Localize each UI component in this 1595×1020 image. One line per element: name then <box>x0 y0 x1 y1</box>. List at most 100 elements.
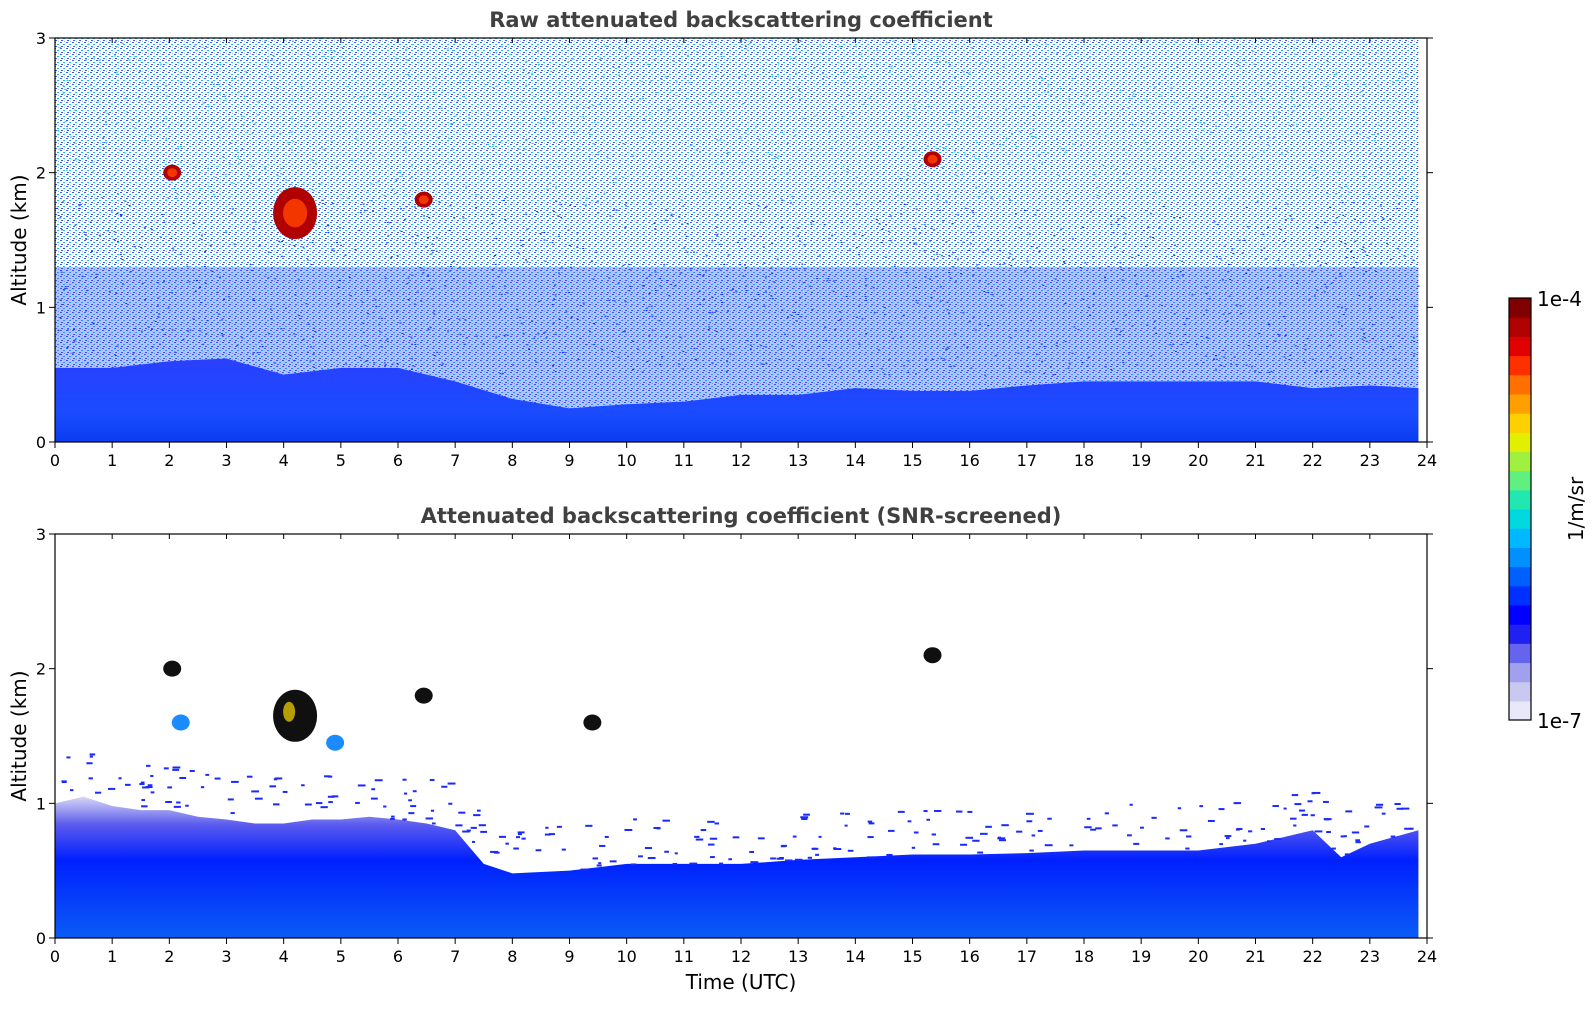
noise-speck <box>1389 345 1392 347</box>
noise-speck <box>278 240 281 242</box>
noise-speck <box>500 308 503 310</box>
noise-speck <box>1329 108 1332 110</box>
noise-speck <box>1119 266 1122 268</box>
noise-speck <box>1345 186 1348 188</box>
noise-speck <box>340 47 343 49</box>
noise-speck <box>760 363 763 365</box>
noise-speck <box>903 203 906 205</box>
noise-speck <box>1276 188 1279 190</box>
noise-speck <box>1120 269 1123 271</box>
noise-speck <box>1043 91 1046 93</box>
noise-speck <box>180 146 183 148</box>
noise-speck <box>414 344 417 346</box>
noise-speck <box>1272 116 1275 118</box>
noise-speck <box>204 250 207 252</box>
noise-speck <box>446 140 449 142</box>
speckle-point <box>165 800 172 803</box>
noise-speck <box>115 292 118 294</box>
noise-speck <box>856 177 859 179</box>
noise-speck <box>1202 129 1205 131</box>
noise-speck <box>1386 242 1389 244</box>
speckle-point <box>700 829 707 832</box>
speckle-point <box>674 852 678 855</box>
noise-speck <box>339 227 342 229</box>
noise-speck <box>591 176 594 178</box>
noise-speck <box>453 217 456 219</box>
colorbar-band <box>1509 643 1531 664</box>
colorbar-band <box>1509 470 1531 491</box>
noise-speck <box>89 84 92 86</box>
noise-speck <box>1109 215 1112 217</box>
speckle-point <box>371 797 378 800</box>
noise-speck <box>593 121 596 123</box>
noise-speck <box>1395 298 1398 300</box>
speckle-point <box>689 862 698 865</box>
cloud-core <box>283 198 308 228</box>
speckle-point <box>441 785 448 788</box>
noise-speck <box>398 171 401 173</box>
noise-speck <box>488 70 491 72</box>
noise-speck <box>1369 152 1372 154</box>
x-tick-label: 5 <box>336 947 346 966</box>
noise-speck <box>646 175 649 177</box>
speckle-point <box>1031 834 1036 837</box>
noise-speck <box>885 42 888 44</box>
noise-speck <box>771 298 774 300</box>
noise-speck <box>413 303 416 305</box>
noise-speck <box>188 281 191 283</box>
noise-speck <box>79 203 82 205</box>
noise-speck <box>860 77 863 79</box>
noise-speck <box>1205 355 1208 357</box>
noise-speck <box>212 191 215 193</box>
noise-speck <box>492 144 495 146</box>
noise-speck <box>1071 352 1074 354</box>
noise-speck <box>1348 191 1351 193</box>
noise-speck <box>444 285 447 287</box>
panel-title: Attenuated backscattering coefficient (S… <box>421 504 1062 528</box>
speckle-point <box>1307 800 1313 803</box>
x-tick-label: 13 <box>788 947 808 966</box>
noise-speck <box>775 156 778 158</box>
noise-speck <box>771 243 774 245</box>
noise-speck <box>643 119 646 121</box>
noise-speck <box>1186 97 1189 99</box>
noise-speck <box>240 77 243 79</box>
cloud-feature <box>583 714 602 731</box>
noise-speck <box>1310 167 1313 169</box>
noise-speck <box>1267 226 1270 228</box>
speckle-point <box>408 812 415 815</box>
noise-speck <box>743 238 746 240</box>
noise-speck <box>517 252 520 254</box>
noise-speck <box>494 254 497 256</box>
speckle-point <box>1310 814 1315 817</box>
noise-speck <box>251 120 254 122</box>
noise-speck <box>475 207 478 209</box>
noise-speck <box>64 286 67 288</box>
noise-speck <box>1246 226 1249 228</box>
noise-speck <box>458 318 461 320</box>
colorbar-band <box>1509 681 1531 702</box>
noise-speck <box>984 374 987 376</box>
noise-speck <box>1167 248 1170 250</box>
noise-speck <box>1277 111 1280 113</box>
speckle-point <box>410 805 417 808</box>
speckle-point <box>1331 847 1336 850</box>
noise-speck <box>1279 228 1282 230</box>
speckle-point <box>1026 820 1033 823</box>
noise-speck <box>1135 283 1138 285</box>
noise-speck <box>931 359 934 361</box>
speckle-point <box>580 868 588 871</box>
noise-speck <box>1306 92 1309 94</box>
noise-speck <box>543 117 546 119</box>
noise-speck <box>167 307 170 309</box>
noise-speck <box>726 361 729 363</box>
noise-speck <box>1146 295 1149 297</box>
noise-speck <box>999 144 1002 146</box>
noise-speck <box>781 226 784 228</box>
speckle-point <box>254 797 263 800</box>
noise-speck <box>241 148 244 150</box>
noise-speck <box>97 101 100 103</box>
noise-speck <box>1158 227 1161 229</box>
noise-speck <box>187 330 190 332</box>
noise-speck <box>1401 177 1404 179</box>
